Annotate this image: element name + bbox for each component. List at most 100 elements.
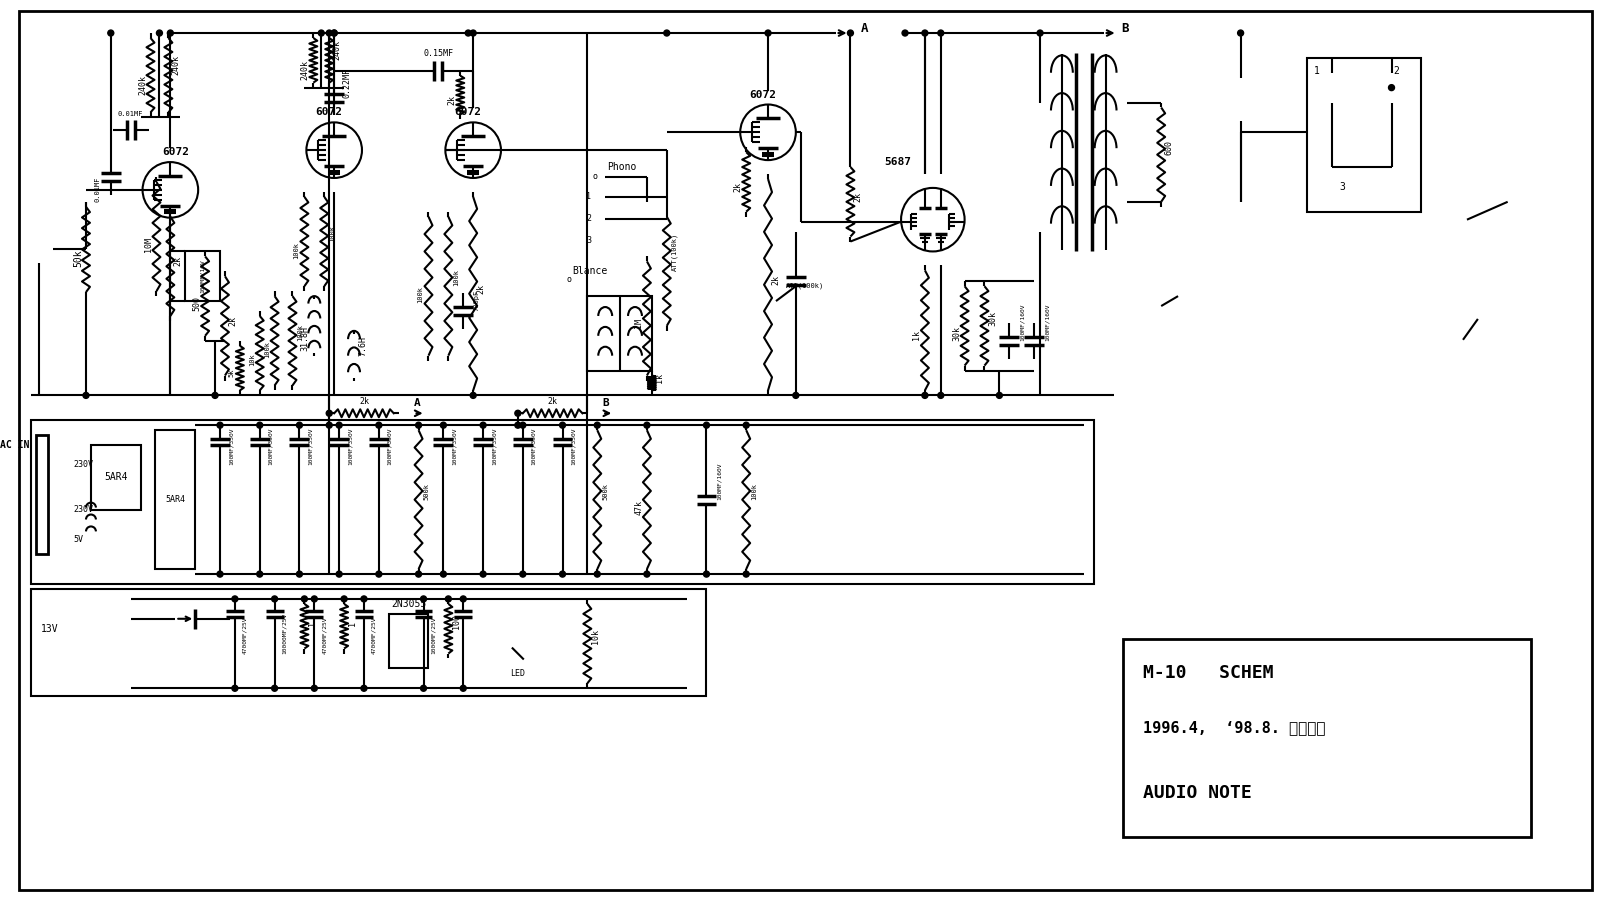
- Text: 6072: 6072: [749, 89, 776, 100]
- Text: 1k: 1k: [656, 373, 664, 383]
- Circle shape: [664, 30, 670, 36]
- Text: 0.01MF: 0.01MF: [118, 112, 144, 117]
- Circle shape: [848, 30, 853, 36]
- Circle shape: [213, 393, 218, 398]
- Circle shape: [218, 423, 222, 428]
- Text: AC IN: AC IN: [0, 440, 29, 450]
- Text: 1996.4,  ‘98.8. ヘンコウ: 1996.4, ‘98.8. ヘンコウ: [1144, 721, 1326, 735]
- Circle shape: [1037, 30, 1043, 36]
- Text: B: B: [1122, 22, 1130, 34]
- Bar: [1123, 639, 1531, 837]
- Text: 500k: 500k: [424, 483, 429, 500]
- Text: 100k: 100k: [418, 287, 424, 304]
- Circle shape: [256, 571, 262, 577]
- Circle shape: [938, 30, 944, 36]
- Text: o: o: [566, 275, 571, 284]
- Text: 50k: 50k: [74, 250, 83, 267]
- Circle shape: [218, 571, 222, 577]
- Text: 2N3055: 2N3055: [390, 599, 426, 609]
- Bar: [186, 251, 221, 301]
- Text: 10k: 10k: [248, 353, 254, 366]
- Circle shape: [362, 596, 366, 602]
- Text: o: o: [592, 172, 598, 181]
- Text: 2: 2: [1394, 66, 1400, 76]
- Circle shape: [470, 393, 477, 398]
- Text: 2k: 2k: [547, 397, 557, 406]
- Text: 1: 1: [347, 621, 357, 626]
- Text: 10k: 10k: [590, 629, 600, 643]
- Bar: [32, 589, 707, 696]
- Text: A: A: [861, 22, 867, 34]
- Text: 6072: 6072: [454, 107, 482, 117]
- Circle shape: [461, 686, 466, 691]
- Circle shape: [515, 423, 522, 428]
- Bar: [32, 420, 1094, 584]
- Circle shape: [794, 393, 798, 398]
- Circle shape: [461, 596, 466, 602]
- Circle shape: [470, 30, 477, 36]
- Circle shape: [301, 596, 307, 602]
- Circle shape: [744, 571, 749, 577]
- Text: 1k: 1k: [912, 331, 922, 341]
- Circle shape: [922, 393, 928, 398]
- Circle shape: [336, 571, 342, 577]
- Text: 600: 600: [1165, 140, 1174, 155]
- Circle shape: [560, 423, 565, 428]
- Circle shape: [326, 410, 333, 416]
- Circle shape: [256, 423, 262, 428]
- Circle shape: [1238, 30, 1243, 36]
- Circle shape: [643, 423, 650, 428]
- Text: 10000MF/25V: 10000MF/25V: [282, 613, 286, 653]
- Text: 2k: 2k: [771, 275, 781, 285]
- Circle shape: [515, 410, 522, 416]
- Circle shape: [704, 423, 709, 428]
- Text: 1: 1: [307, 621, 317, 626]
- Circle shape: [326, 423, 333, 428]
- Text: 2k: 2k: [734, 182, 742, 192]
- Circle shape: [336, 423, 342, 428]
- Text: 30k: 30k: [987, 311, 997, 326]
- Circle shape: [704, 571, 709, 577]
- Circle shape: [560, 571, 565, 577]
- Circle shape: [272, 686, 277, 691]
- Text: 10M: 10M: [144, 237, 154, 251]
- Circle shape: [416, 423, 421, 428]
- Circle shape: [83, 393, 90, 398]
- Text: 2k: 2k: [854, 192, 862, 202]
- Text: 100: 100: [451, 614, 461, 629]
- Text: 100MF/350V: 100MF/350V: [491, 427, 496, 465]
- Text: 2k: 2k: [358, 397, 370, 406]
- Text: 1: 1: [1314, 66, 1320, 76]
- Text: 31.8H: 31.8H: [301, 326, 310, 350]
- Text: 2k: 2k: [477, 284, 486, 294]
- Text: 5AR4: 5AR4: [104, 472, 128, 482]
- Text: 100MF/350V: 100MF/350V: [387, 427, 392, 465]
- Text: 5AR4: 5AR4: [165, 496, 186, 505]
- Text: 1000MF/25V: 1000MF/25V: [430, 616, 435, 653]
- Text: 100MF/350V: 100MF/350V: [451, 427, 458, 465]
- Text: 100MF/350V: 100MF/350V: [307, 427, 314, 465]
- Circle shape: [765, 30, 771, 36]
- Bar: [37, 435, 48, 554]
- Text: 4700MF/25V: 4700MF/25V: [322, 616, 326, 653]
- Text: 500k: 500k: [602, 483, 608, 500]
- Text: ATT(100k): ATT(100k): [672, 233, 678, 271]
- Circle shape: [416, 571, 421, 577]
- Circle shape: [331, 30, 338, 36]
- Text: 100k: 100k: [750, 483, 757, 500]
- Text: 2k: 2k: [229, 316, 237, 326]
- Circle shape: [643, 571, 650, 577]
- Text: 7.6H: 7.6H: [358, 336, 368, 356]
- Text: Phono: Phono: [606, 162, 637, 172]
- Text: 1M: 1M: [635, 318, 643, 329]
- Text: 0.22MF: 0.22MF: [342, 68, 352, 97]
- Text: 3: 3: [1339, 182, 1346, 192]
- Text: 100MF/16V: 100MF/16V: [200, 259, 205, 293]
- Circle shape: [594, 571, 600, 577]
- Text: 230V: 230V: [74, 460, 93, 469]
- Text: 100MF/350V: 100MF/350V: [269, 427, 274, 465]
- Circle shape: [296, 423, 302, 428]
- Text: AUDIO NOTE: AUDIO NOTE: [1144, 784, 1253, 802]
- Circle shape: [362, 686, 366, 691]
- Circle shape: [318, 30, 325, 36]
